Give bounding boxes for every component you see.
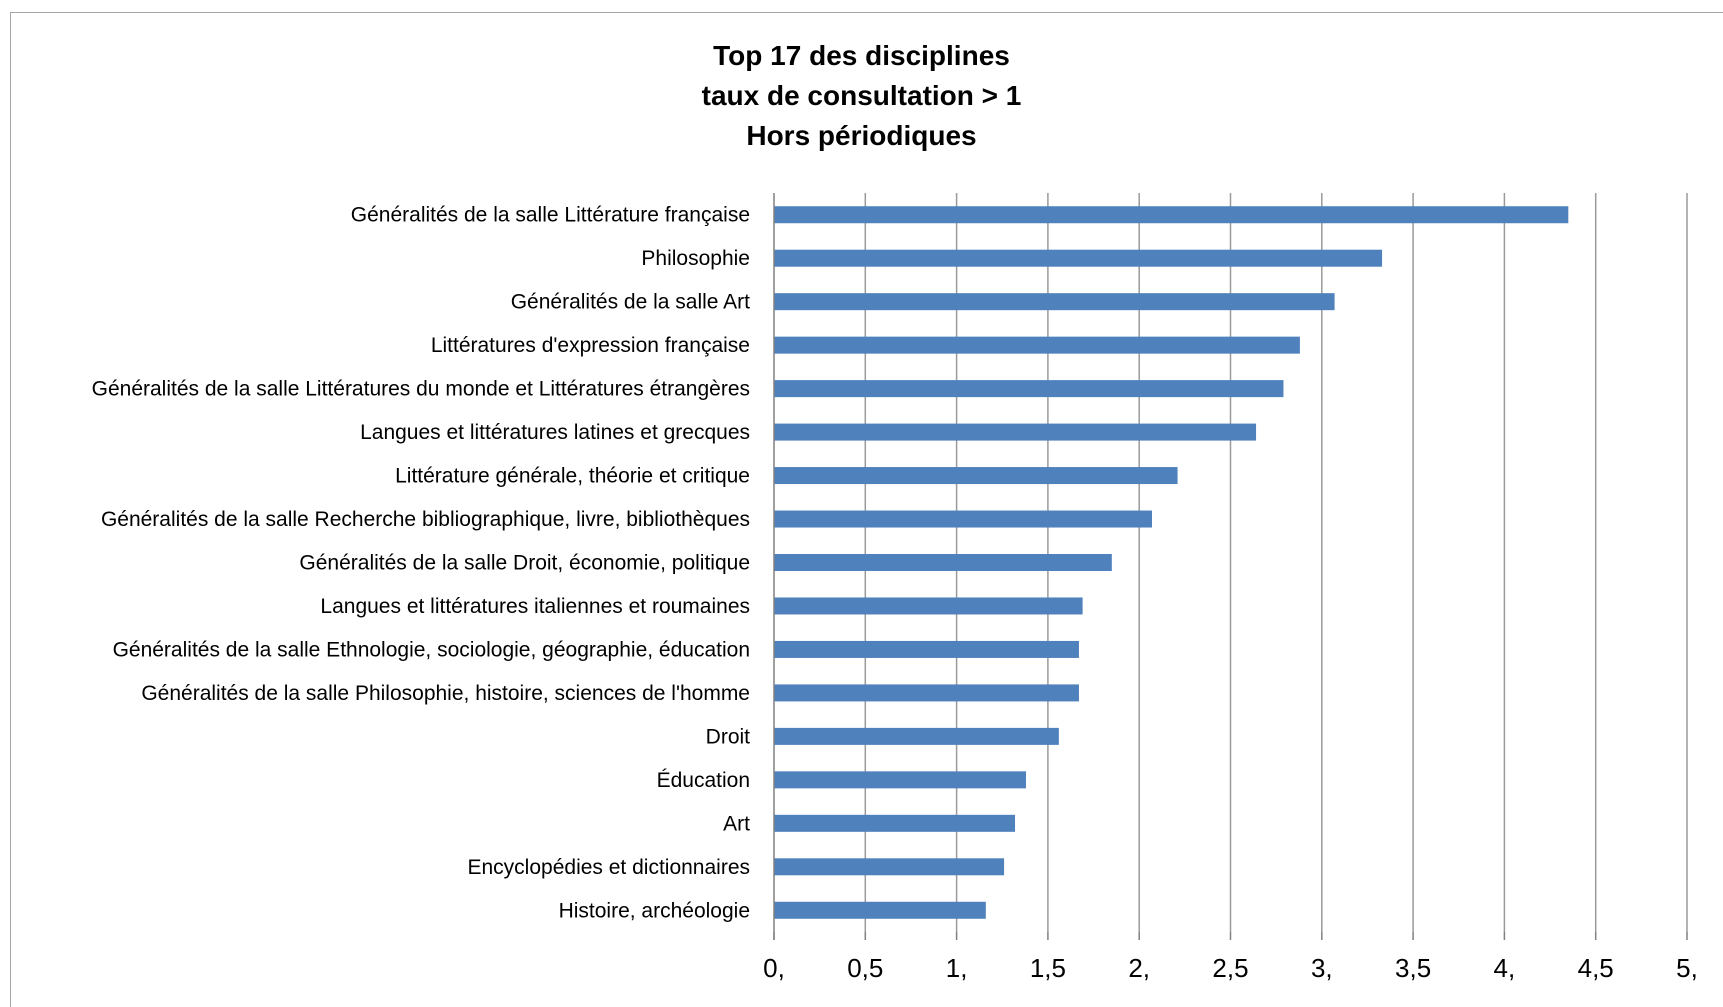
category-label: Généralités de la salle Droit, économie,… xyxy=(299,552,750,575)
category-label: Littératures d'expression française xyxy=(431,334,750,357)
chart-frame xyxy=(10,12,1723,1007)
category-label: Droit xyxy=(706,725,751,748)
bar xyxy=(774,554,1112,571)
x-tick-labels: 0, 0,5 1, 1,5 2, 2,5 3, 3,5 4, 4,5 5, xyxy=(763,953,1698,983)
bar xyxy=(774,293,1335,311)
category-label: Langues et littératures latines et grecq… xyxy=(360,421,750,444)
x-tick-label: 5, xyxy=(1676,953,1698,983)
bar xyxy=(774,727,1059,745)
x-tick-label: 4,5 xyxy=(1578,953,1614,983)
x-tick-label: 2, xyxy=(1128,953,1150,983)
category-label: Histoire, archéologie xyxy=(559,899,750,922)
bar xyxy=(774,901,986,919)
category-label: Art xyxy=(723,812,750,835)
bar xyxy=(774,597,1083,615)
category-label: Philosophie xyxy=(641,247,750,270)
x-tick-label: 4, xyxy=(1494,953,1516,983)
bar xyxy=(774,814,1016,832)
category-labels: Généralités de la salle Littérature fran… xyxy=(92,204,751,923)
bar xyxy=(774,380,1284,398)
x-tick-label: 3, xyxy=(1311,953,1333,983)
x-tick-label: 0,5 xyxy=(847,953,883,983)
category-label: Généralités de la salle Philosophie, his… xyxy=(141,682,750,705)
category-label: Généralités de la salle Ethnologie, soci… xyxy=(113,638,750,661)
category-label: Généralités de la salle Littérature fran… xyxy=(351,204,750,227)
category-label: Langues et littératures italiennes et ro… xyxy=(320,595,750,618)
bar xyxy=(774,423,1257,441)
bar xyxy=(774,206,1569,224)
bar xyxy=(774,640,1079,658)
bar xyxy=(774,510,1152,528)
bar xyxy=(774,684,1079,702)
category-label: Éducation xyxy=(657,769,750,792)
category-label: Généralités de la salle Littératures du … xyxy=(92,378,750,401)
chart-title-line-2: taux de consultation > 1 xyxy=(701,80,1022,111)
x-tick-label: 2,5 xyxy=(1212,953,1248,983)
bar xyxy=(774,858,1005,876)
x-tick-label: 1, xyxy=(946,953,968,983)
category-label: Encyclopédies et dictionnaires xyxy=(468,856,751,879)
chart-title: Top 17 des disciplines taux de consultat… xyxy=(0,36,1723,156)
x-tick-label: 1,5 xyxy=(1030,953,1066,983)
x-tick-label: 0, xyxy=(763,953,785,983)
category-label: Généralités de la salle Recherche biblio… xyxy=(101,508,750,531)
chart-title-line-1: Top 17 des disciplines xyxy=(713,40,1010,71)
bars xyxy=(774,206,1569,919)
bar xyxy=(774,249,1383,267)
x-tick-label: 3,5 xyxy=(1395,953,1431,983)
bar xyxy=(774,336,1300,354)
category-label: Littérature générale, théorie et critiqu… xyxy=(395,465,750,488)
category-label: Généralités de la salle Art xyxy=(511,291,750,314)
x-axis xyxy=(773,193,1688,940)
bar xyxy=(774,467,1178,485)
chart-title-line-3: Hors périodiques xyxy=(746,120,977,151)
bar xyxy=(774,771,1026,789)
